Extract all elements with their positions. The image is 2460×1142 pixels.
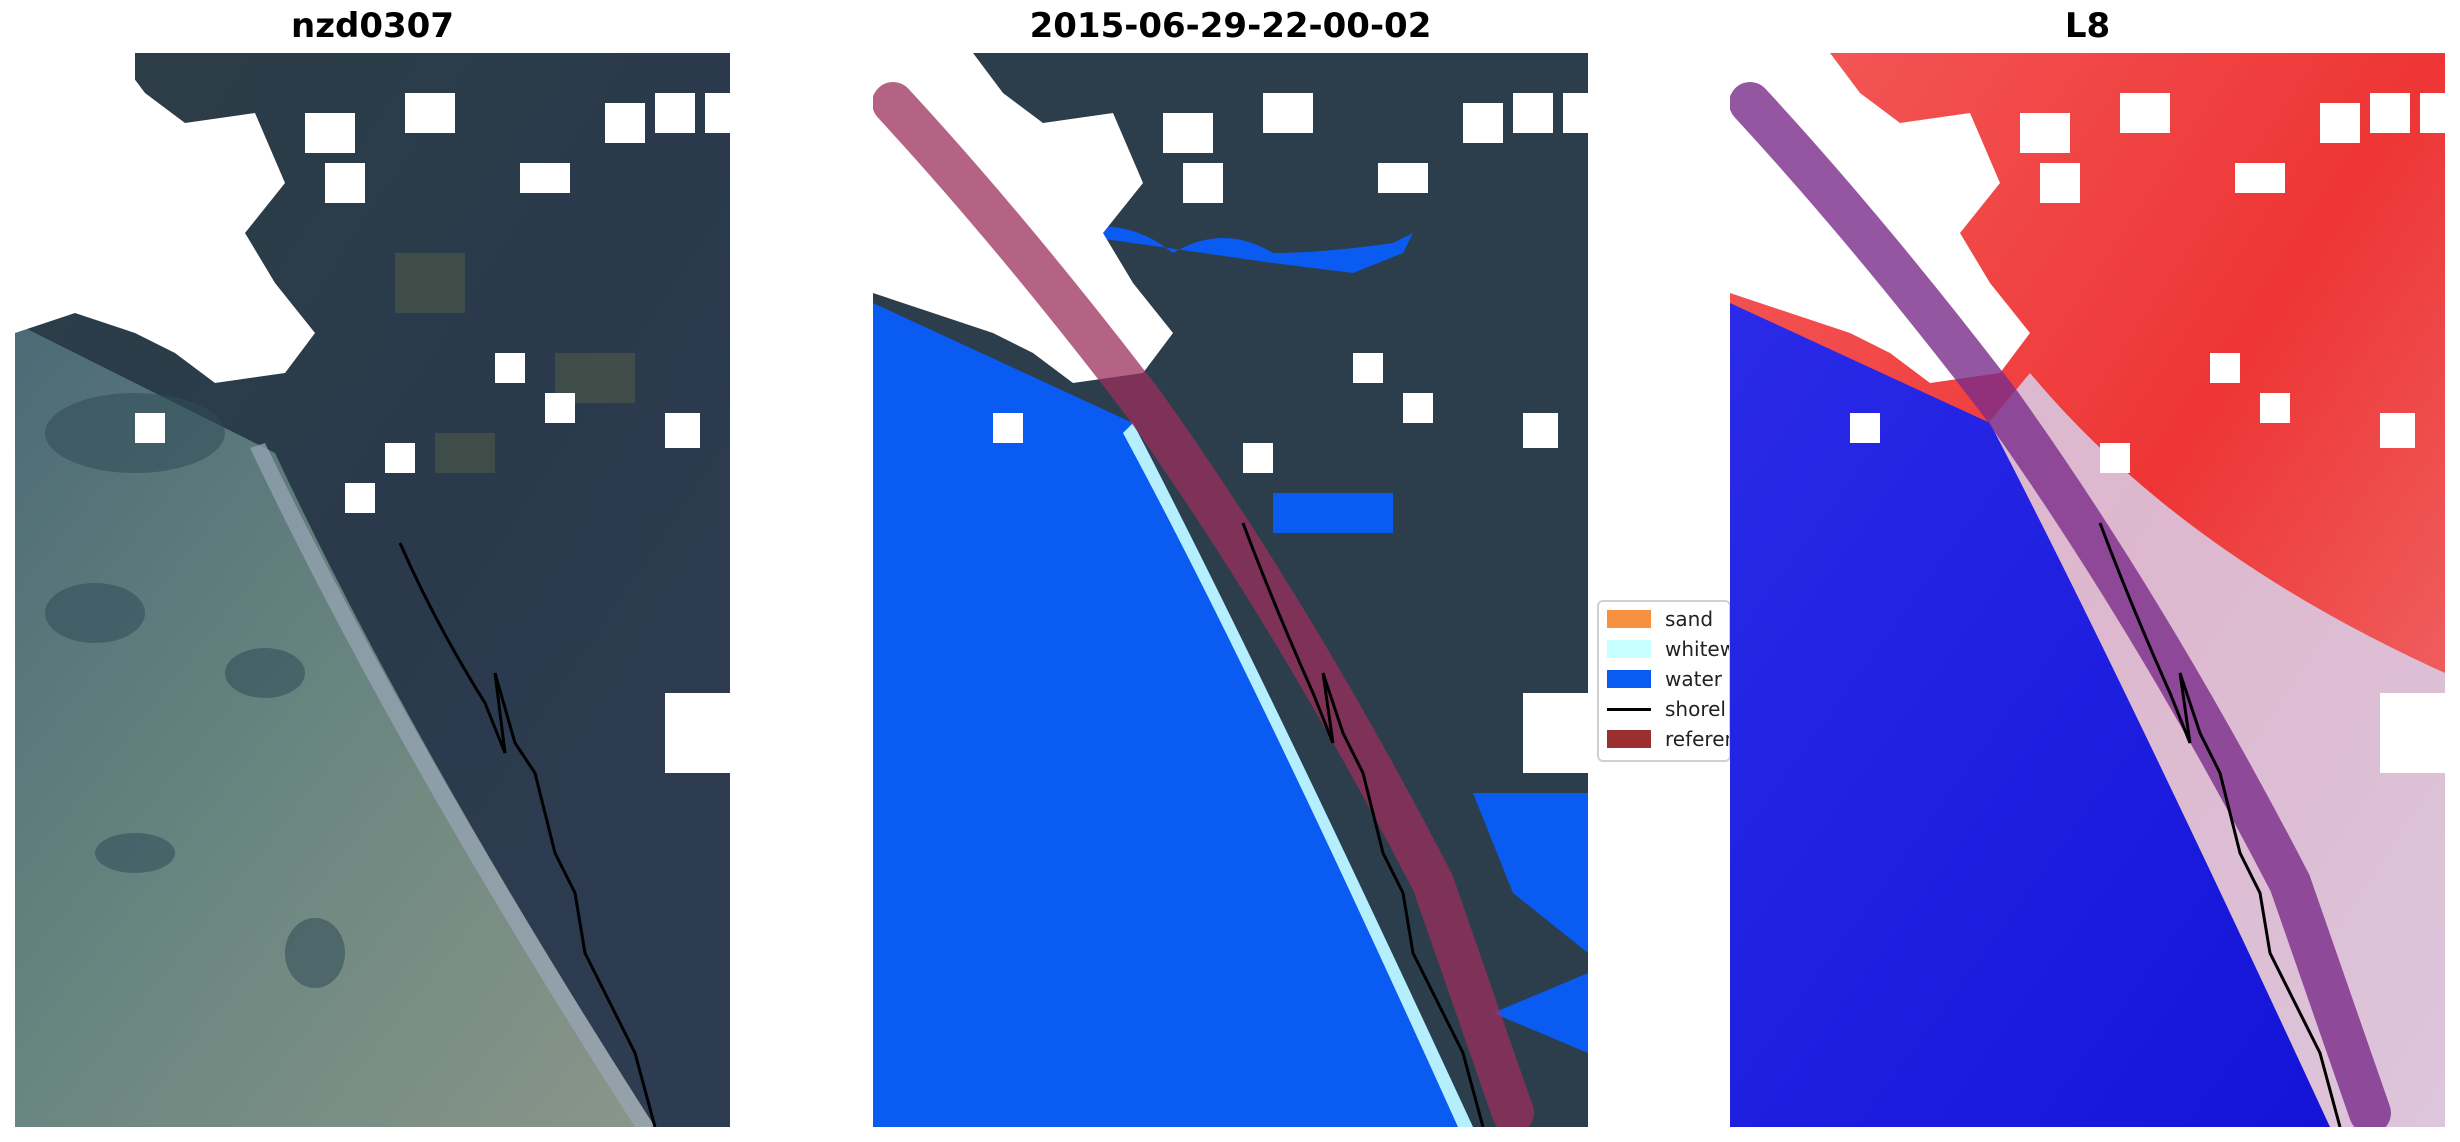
dark-shallows	[45, 393, 345, 988]
legend-label-shoreline: shorel	[1665, 697, 1726, 721]
rgb-image-panel	[15, 53, 730, 1127]
shoreline	[2098, 522, 2342, 1127]
water-class-ocean	[873, 303, 1473, 1127]
whitewater-swatch	[1607, 640, 1651, 658]
legend-label-water: water	[1665, 667, 1722, 691]
legend-label-reference: referen	[1665, 727, 1731, 751]
classification-panel	[873, 53, 1588, 1127]
water-index	[1730, 303, 2330, 1127]
cloud-mask	[1730, 53, 2445, 773]
legend-item-reference: referen	[1607, 726, 1731, 752]
shoreline	[398, 542, 657, 1127]
legend-item-whitewater: whitew	[1607, 636, 1731, 662]
legend-item-water: water	[1607, 666, 1722, 692]
panel-title-rgb: nzd0307	[291, 6, 454, 46]
cloud-mask	[15, 53, 730, 773]
panel-title-classification: 2015-06-29-22-00-02	[1029, 6, 1432, 46]
reference-shoreline-band	[873, 82, 1534, 1127]
legend-item-shoreline: shorel	[1607, 696, 1726, 722]
water-swatch	[1607, 670, 1651, 688]
ocean-area	[15, 323, 655, 1127]
legend: sand whitew water shorel referen	[1597, 600, 1731, 762]
legend-item-sand: sand	[1607, 606, 1713, 632]
sand-swatch	[1607, 610, 1651, 628]
legend-label-whitewater: whitew	[1665, 637, 1731, 661]
index-panel	[1730, 53, 2445, 1127]
whitewater-class	[1123, 423, 1473, 1127]
surf-zone	[250, 443, 655, 1127]
reference-swatch	[1607, 730, 1651, 748]
legend-label-sand: sand	[1665, 607, 1714, 631]
panel-title-index: L8	[2064, 6, 2111, 46]
farm-fields	[395, 253, 635, 473]
shoreline	[1241, 522, 1485, 1127]
reference-shoreline-band	[1730, 82, 2391, 1127]
shoreline-line	[1607, 707, 1651, 711]
